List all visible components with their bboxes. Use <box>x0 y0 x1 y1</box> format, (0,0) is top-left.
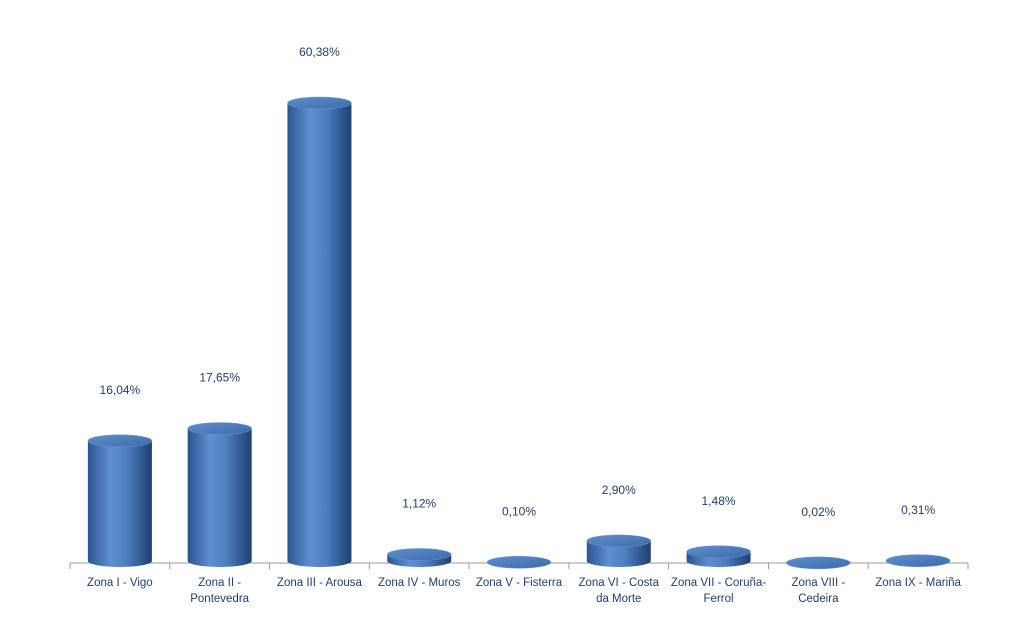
bar-top <box>386 548 452 561</box>
x-tick-label: Zona VIII - Cedeira <box>791 577 846 605</box>
bar <box>586 540 651 567</box>
bar <box>187 428 252 567</box>
x-tick-label: Zona II - Pontevedra <box>190 577 250 605</box>
data-label: 0,02% <box>801 505 835 519</box>
x-tick-label: Zona III - Arousa <box>276 577 362 589</box>
bar <box>287 103 352 567</box>
data-label: 17,65% <box>199 371 240 385</box>
data-label: 0,10% <box>502 504 536 518</box>
data-label: 60,38% <box>299 45 340 59</box>
bar-top <box>87 434 153 448</box>
bar-top <box>586 534 652 548</box>
bar-top <box>885 554 951 567</box>
data-label: 16,04% <box>100 383 141 397</box>
x-tick-label: Zona V - Fisterra <box>475 577 563 589</box>
bar <box>87 440 152 567</box>
x-tick-label: Zona VI - Costa da Morte <box>578 577 660 605</box>
x-tick-label: Zona I - Vigo <box>87 577 153 589</box>
bar-top <box>686 545 751 558</box>
x-tick-label: Zona VII - Coruña-Ferrol <box>670 577 767 605</box>
bar-top <box>786 556 851 570</box>
x-tick-label: Zona IV - Muros <box>377 577 461 589</box>
data-label: 2,90% <box>602 483 636 497</box>
bar-top <box>187 422 252 435</box>
data-label: 1,48% <box>702 494 736 508</box>
bar-top <box>287 96 352 110</box>
bar-top <box>486 555 552 569</box>
x-tick-label: Zona IX - Mariña <box>875 577 961 589</box>
data-label: 1,12% <box>402 497 436 511</box>
data-label: 0,31% <box>901 503 935 517</box>
